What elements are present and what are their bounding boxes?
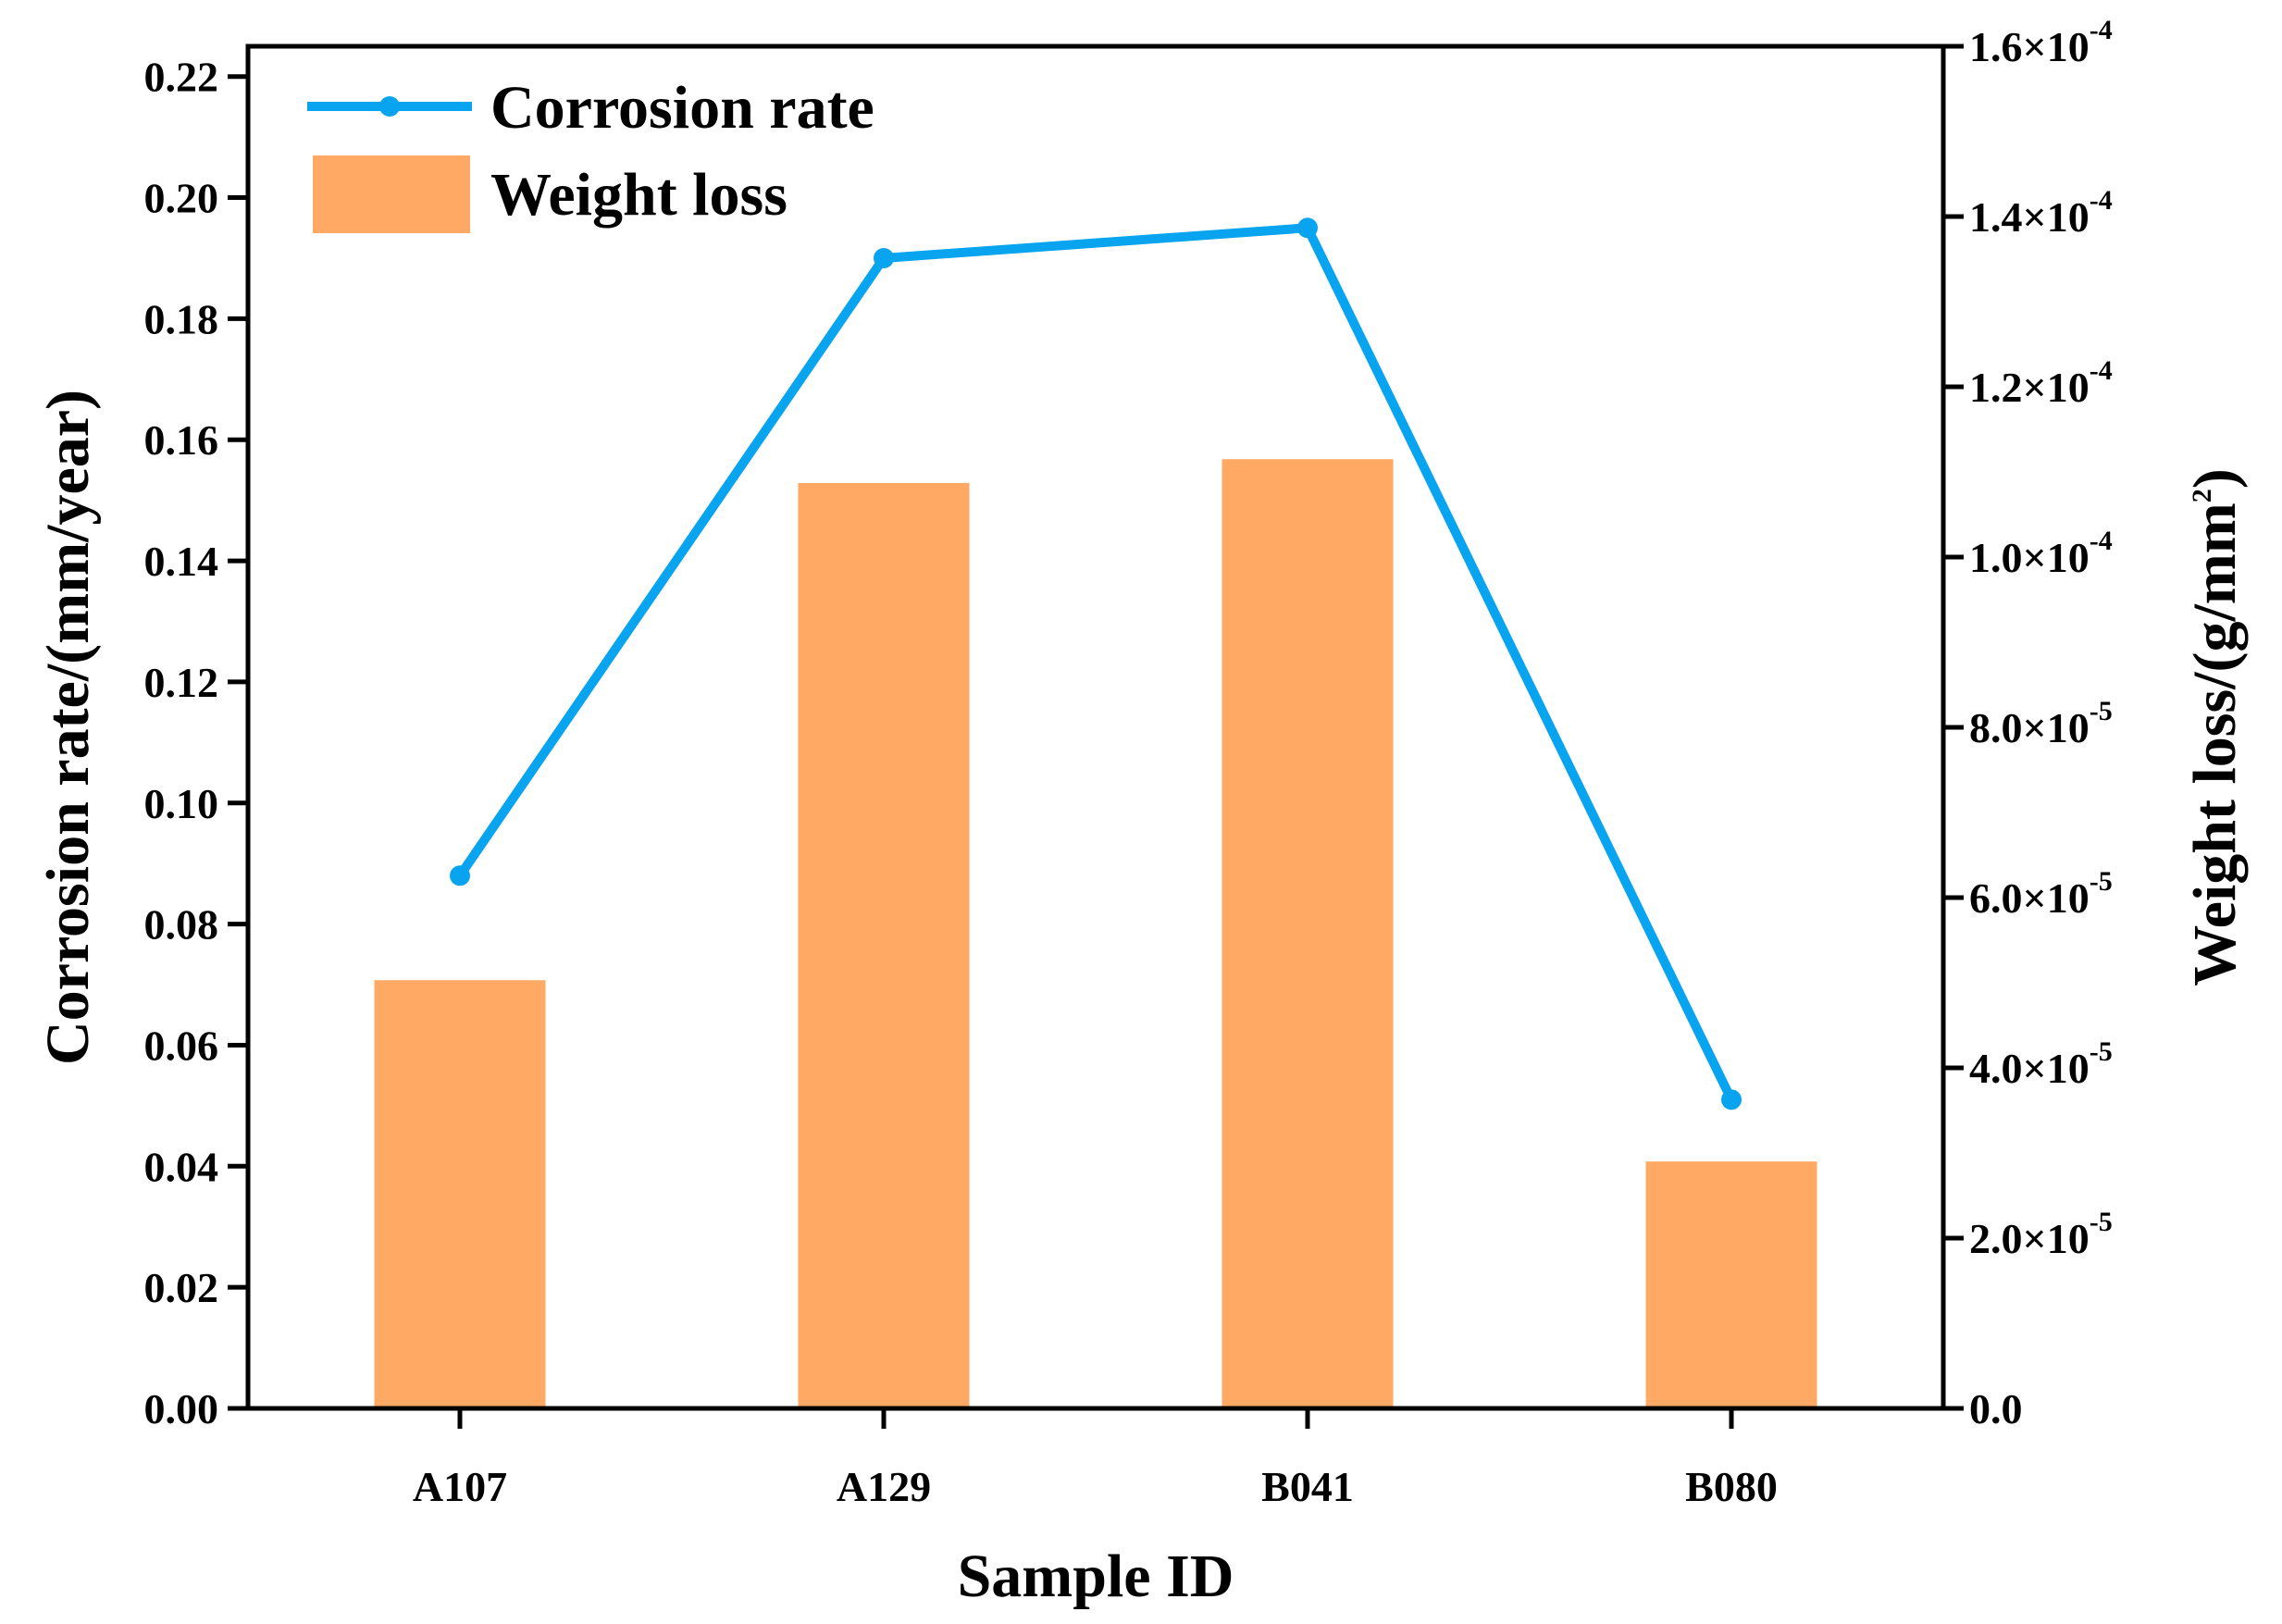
bar-a107 bbox=[374, 980, 546, 1408]
y2-axis-title-end: ) bbox=[2181, 468, 2249, 489]
y-tick-label: 0.22 bbox=[144, 54, 219, 101]
y2-tick-label: 6.0×10-5 bbox=[1969, 866, 2113, 922]
y-tick-label: 0.14 bbox=[144, 538, 219, 585]
x-axis-title: Sample ID bbox=[958, 1543, 1234, 1610]
x-tick-label: B041 bbox=[1261, 1463, 1354, 1510]
x-tick-label: A129 bbox=[837, 1463, 931, 1510]
y-tick-label: 0.00 bbox=[144, 1385, 219, 1432]
y2-tick-label: 0.0 bbox=[1969, 1385, 2023, 1432]
y2-tick-label: 1.6×10-4 bbox=[1969, 15, 2113, 70]
bar-b041 bbox=[1222, 459, 1394, 1409]
corrosion-rate-line bbox=[455, 223, 1736, 1102]
y2-tick-label: 1.2×10-4 bbox=[1969, 355, 2113, 411]
point-b041 bbox=[1297, 217, 1318, 239]
y-axis-right: 0.0 2.0×10-5 4.0×10-5 6.0×10-5 8.0×10-5 1.0×1… bbox=[1943, 15, 2113, 1432]
y-tick-label: 0.06 bbox=[144, 1022, 219, 1069]
line-layer bbox=[450, 217, 1742, 1110]
y2-axis-title: Weight loss/(g/mm2) bbox=[2181, 468, 2249, 986]
bar-a129 bbox=[798, 482, 970, 1408]
y-tick-label: 0.10 bbox=[144, 780, 219, 827]
point-a107 bbox=[450, 865, 470, 886]
y2-axis-title-sup: 2 bbox=[2187, 489, 2217, 502]
y-axis-left: 0.00 0.02 0.04 0.06 0.08 0.10 0.12 0.14 0.16 0.18… bbox=[144, 54, 248, 1432]
x-tick-label: B080 bbox=[1685, 1463, 1778, 1510]
y-tick-label: 0.20 bbox=[144, 175, 219, 222]
bar-b080 bbox=[1645, 1161, 1817, 1408]
y-axis-title: Corrosion rate/(mm/year) bbox=[34, 390, 102, 1065]
x-tick-label: A107 bbox=[413, 1463, 507, 1510]
x-axis: A107 A129 B041 B080 bbox=[413, 1408, 1778, 1510]
y2-tick-label: 8.0×10-5 bbox=[1969, 696, 2113, 751]
legend-bar-swatch bbox=[313, 155, 470, 233]
y-tick-label: 0.12 bbox=[144, 659, 219, 706]
point-a129 bbox=[874, 247, 894, 268]
y-tick-label: 0.08 bbox=[144, 901, 219, 948]
y2-axis-title-main: Weight loss/(g/mm bbox=[2181, 502, 2249, 986]
legend-line-marker bbox=[379, 96, 400, 117]
y2-tick-label: 4.0×10-5 bbox=[1969, 1036, 2113, 1092]
legend-label-corrosion-rate: Corrosion rate bbox=[490, 74, 874, 142]
y-tick-label: 0.04 bbox=[144, 1143, 219, 1190]
legend-label-weight-loss: Weight loss bbox=[490, 161, 788, 229]
point-b080 bbox=[1721, 1089, 1742, 1110]
y-tick-label: 0.16 bbox=[144, 416, 219, 464]
y-tick-label: 0.18 bbox=[144, 295, 219, 342]
legend: Corrosion rate Weight loss bbox=[307, 74, 874, 233]
y2-tick-label: 1.0×10-4 bbox=[1969, 526, 2113, 581]
y2-tick-label: 2.0×10-5 bbox=[1969, 1207, 2113, 1262]
y-tick-label: 0.02 bbox=[144, 1264, 219, 1311]
bars-layer bbox=[374, 459, 1817, 1409]
y2-tick-label: 1.4×10-4 bbox=[1969, 185, 2113, 241]
